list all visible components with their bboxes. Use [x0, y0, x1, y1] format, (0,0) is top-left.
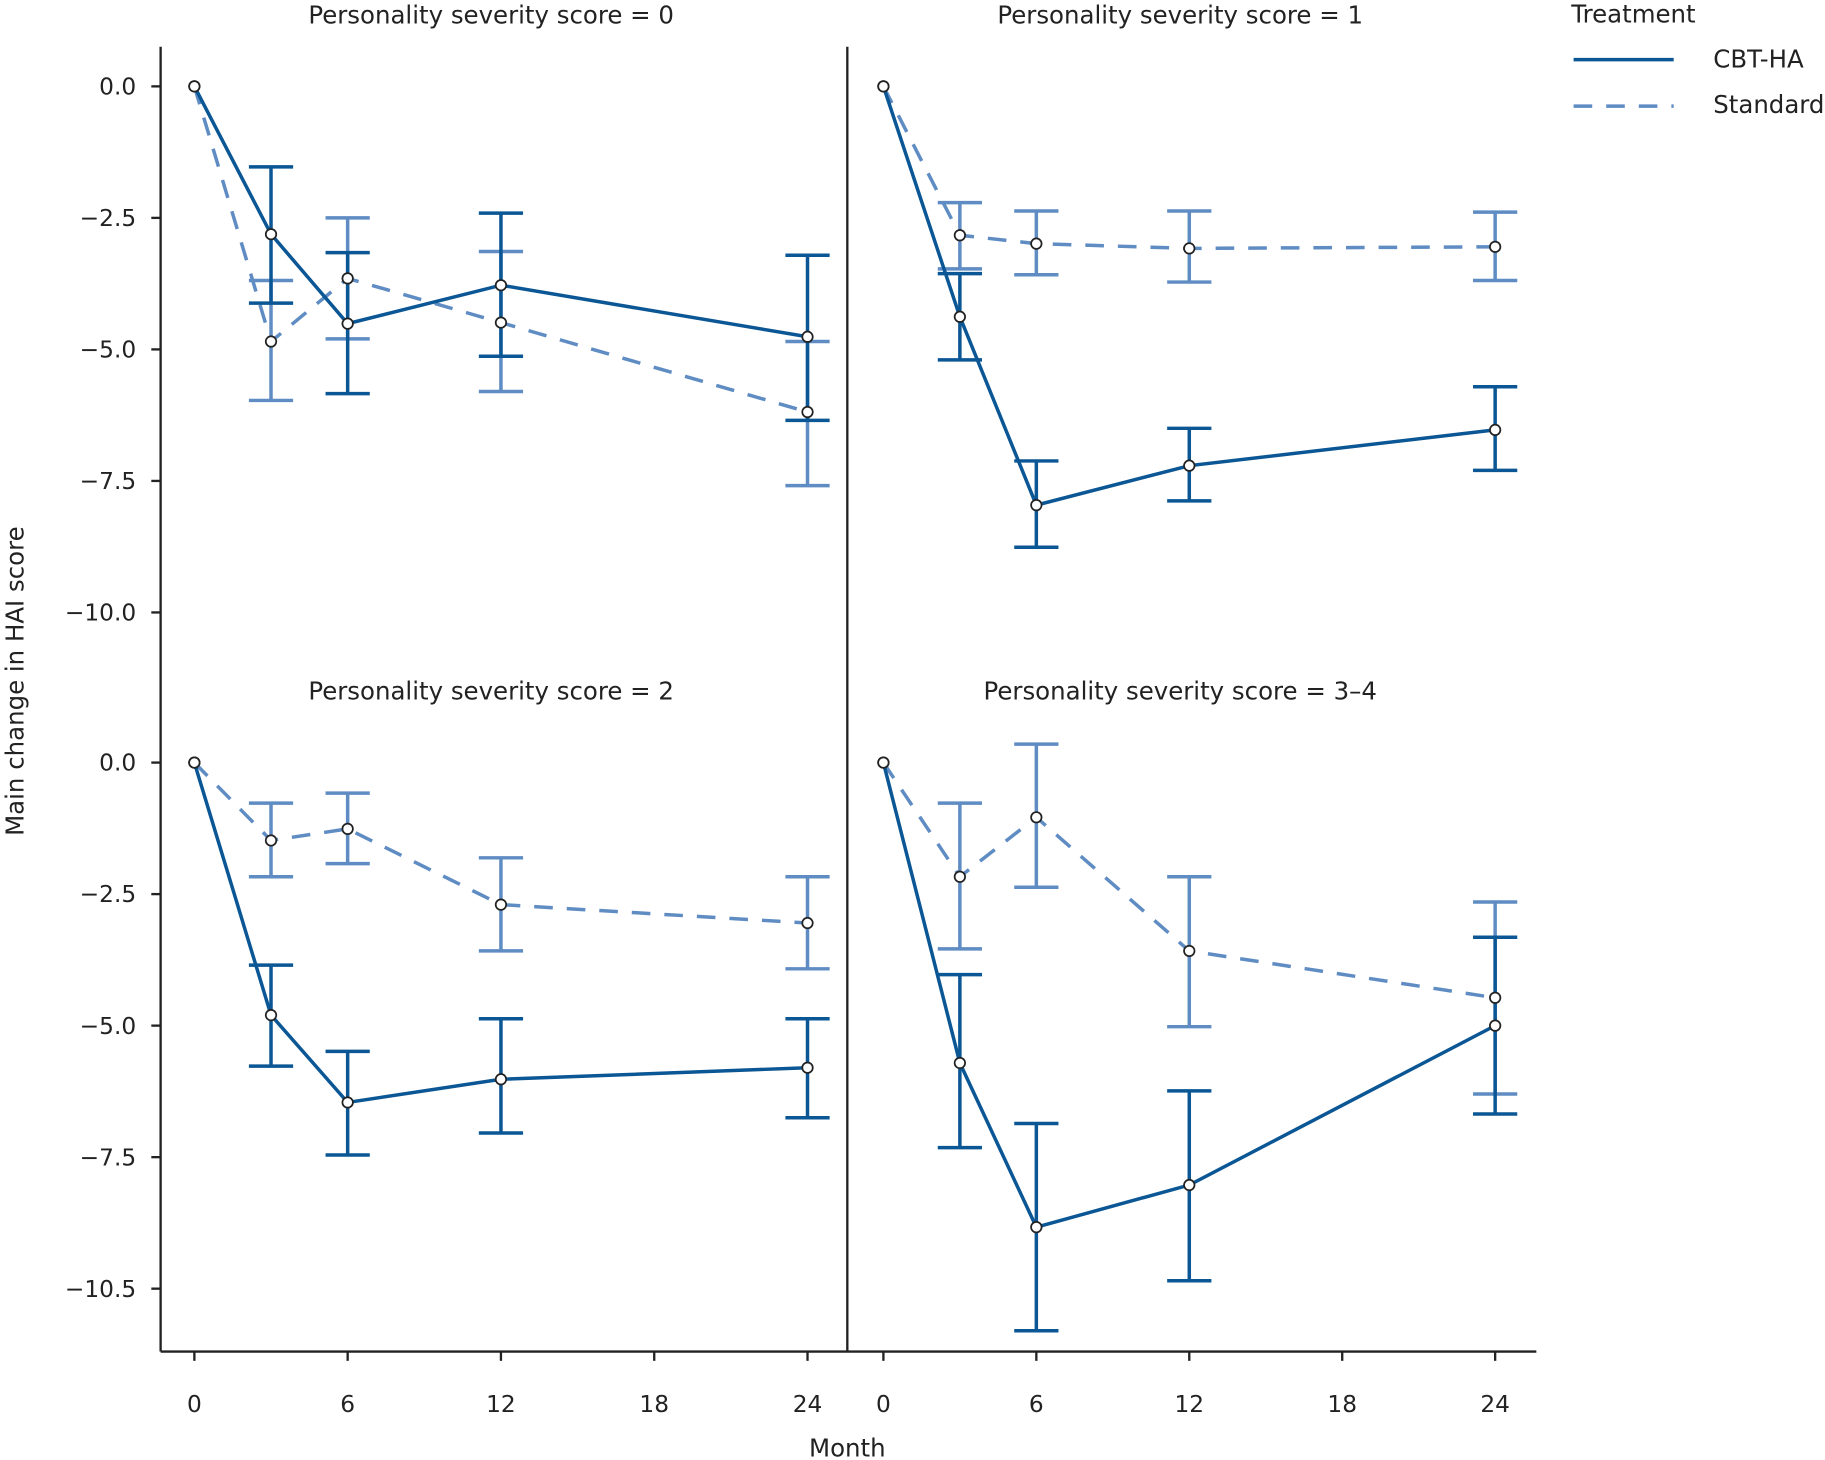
data-point-cbt-ha: [1183, 459, 1196, 472]
data-point-standard: [1183, 944, 1196, 958]
panel-title: Personality severity score = 1: [997, 1, 1363, 30]
data-point-cbt-ha: [264, 1008, 278, 1022]
data-point-standard: [801, 405, 814, 419]
x-tick-label: 6: [1029, 1391, 1044, 1418]
y-tick-label: −2.5: [80, 205, 136, 232]
data-point-standard: [264, 335, 278, 348]
data-point-standard: [341, 272, 354, 285]
series-line-standard: [193, 761, 808, 925]
x-tick-label: 12: [486, 1391, 516, 1418]
data-point-standard: [953, 870, 966, 883]
data-point-standard: [801, 916, 814, 930]
data-point-cbt-ha: [494, 1073, 508, 1086]
data-point-cbt-ha: [1489, 423, 1502, 437]
panel-title: Personality severity score = 2: [308, 677, 674, 706]
panel-title: Personality severity score = 0: [308, 1, 674, 30]
x-tick-label: 24: [1480, 1391, 1510, 1418]
y-tick-label: 0.0: [99, 750, 136, 777]
data-point-standard: [1489, 240, 1502, 253]
x-tick-label: 24: [793, 1391, 823, 1418]
x-tick-label: 0: [876, 1391, 891, 1418]
data-point-cbt-ha: [801, 1061, 814, 1074]
data-point-standard: [1030, 237, 1043, 250]
legend-label-standard: Standard: [1713, 90, 1824, 119]
y-tick-label: −10.5: [65, 1276, 136, 1303]
data-point-standard: [494, 316, 508, 329]
data-point-cbt-ha: [341, 1096, 354, 1109]
x-tick-label: 6: [340, 1391, 355, 1418]
y-axis-label: Main change in HAI score: [0, 526, 29, 836]
data-point-standard: [494, 898, 508, 911]
y-tick-label: −2.5: [80, 881, 136, 908]
data-point-cbt-ha: [1030, 499, 1043, 512]
y-tick-label: −5.0: [80, 337, 136, 364]
y-tick-label: −7.5: [80, 468, 136, 495]
x-axis-label: Month: [809, 1433, 886, 1460]
x-tick-label: 12: [1174, 1391, 1204, 1418]
data-point-cbt-ha: [801, 330, 814, 343]
x-tick-label: 0: [187, 1391, 202, 1418]
data-point-standard: [953, 229, 966, 242]
data-point-standard: [188, 80, 201, 93]
data-point-standard: [1183, 242, 1196, 255]
data-point-standard: [1030, 811, 1043, 824]
data-point-cbt-ha: [264, 228, 278, 241]
data-point-cbt-ha: [494, 279, 508, 292]
data-point-standard: [264, 834, 278, 847]
y-tick-label: 0.0: [99, 74, 136, 101]
axes: [159, 46, 1537, 1353]
legend-title: Treatment: [1570, 0, 1695, 28]
data-point-cbt-ha: [953, 1056, 966, 1070]
data-point-cbt-ha: [341, 317, 354, 330]
x-tick-label: 18: [1327, 1391, 1357, 1418]
data-point-standard: [188, 756, 201, 769]
panel-title: Personality severity score = 3–4: [984, 677, 1377, 706]
plot-area: 0.0 −2.5 −5.0 −7.5 −10.0 0.0 −2.5 −5.0 −7.5 −10.5…: [65, 1, 1518, 1418]
data-point-cbt-ha: [953, 310, 966, 323]
x-tick-label: 18: [639, 1391, 669, 1418]
y-tick-label: −7.5: [80, 1144, 136, 1171]
y-tick-label: −5.0: [80, 1013, 136, 1040]
data-point-cbt-ha: [1489, 1019, 1502, 1032]
data-point-standard: [1489, 991, 1502, 1004]
data-point-standard: [341, 822, 354, 835]
legend: Treatment CBT-HA Standard: [1570, 0, 1824, 119]
y-tick-label: −10.0: [65, 600, 136, 627]
data-point-standard: [877, 80, 890, 93]
legend-label-cbt-ha: CBT-HA: [1713, 45, 1804, 74]
data-point-cbt-ha: [1030, 1221, 1043, 1234]
data-point-standard: [877, 756, 890, 769]
data-point-cbt-ha: [1183, 1178, 1196, 1192]
